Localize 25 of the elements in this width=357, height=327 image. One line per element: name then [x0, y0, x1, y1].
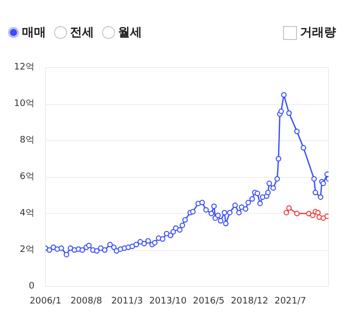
y-tick-label: 8억 [20, 136, 35, 146]
x-tick-label: 2008/8 [70, 296, 102, 306]
legend-label: 매매 [22, 25, 46, 39]
y-tick-label: 2억 [20, 245, 35, 255]
x-tick-label: 2018/12 [230, 296, 268, 306]
x-tick-label: 2006/1 [30, 296, 62, 306]
text: 월세 [118, 25, 142, 39]
x-tick-label: 2021/7 [274, 296, 306, 306]
text: 전세 [70, 25, 94, 39]
y-tick-label: 12억 [14, 62, 34, 72]
text: 거래량 [300, 25, 336, 39]
y-tick-label: 10억 [14, 99, 34, 109]
point [294, 210, 300, 216]
point [315, 210, 321, 216]
point [310, 212, 316, 218]
y-tick-label: 0 [28, 282, 35, 292]
x-tick-label: 2011/3 [111, 296, 143, 306]
y-tick-label: 6억 [20, 172, 35, 182]
y-tick-label: 4억 [20, 208, 35, 218]
point [320, 215, 326, 221]
x-tick-label: 2013/10 [149, 296, 187, 306]
point [286, 205, 292, 211]
x-tick-label: 2016/5 [192, 296, 225, 306]
point [324, 213, 328, 219]
point [284, 210, 290, 216]
